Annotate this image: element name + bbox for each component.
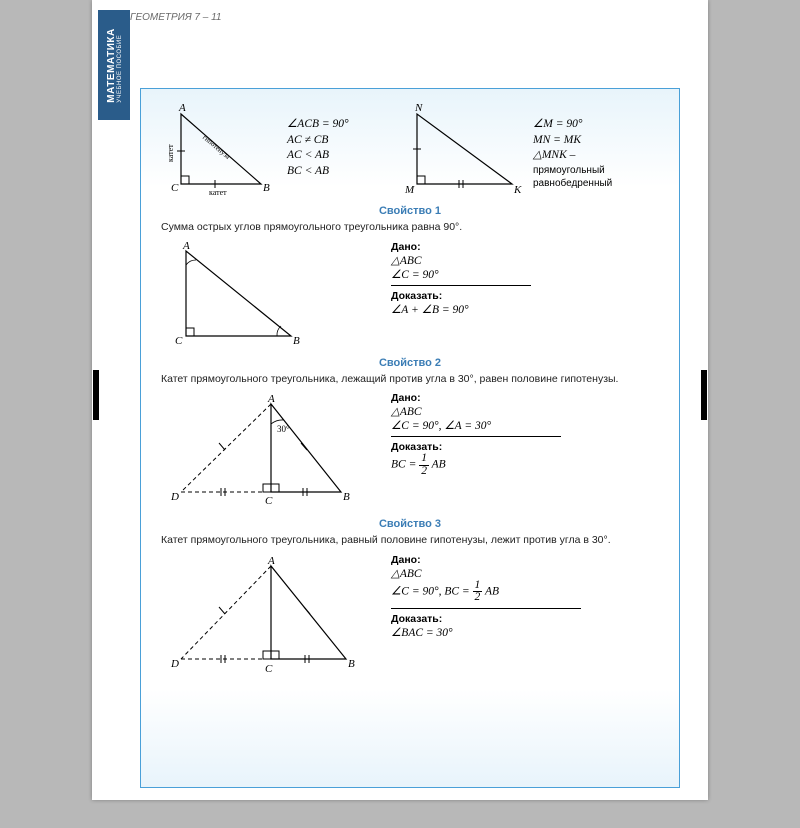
svg-text:B: B: [348, 658, 355, 670]
prop3-figure: A B C D: [161, 554, 391, 679]
subject-tab: МАТЕМАТИКА УЧЕБНОЕ ПОСОБИЕ: [98, 10, 130, 120]
prop2-statement: Катет прямоугольного треугольника, лежащ…: [161, 373, 659, 387]
svg-text:C: C: [265, 663, 273, 675]
svg-text:катет: катет: [209, 188, 227, 197]
divider: [391, 436, 561, 437]
prop1-header: Свойство 1: [161, 205, 659, 217]
subject-sub: УЧЕБНОЕ ПОСОБИЕ: [117, 28, 123, 103]
prop1-row: A C B Дано: △ABC ∠C = 90° Доказать: ∠A +…: [161, 241, 659, 351]
intro-fig-left: A C B катет катет гипотенуза: [161, 99, 281, 199]
prop2-header: Свойство 2: [161, 357, 659, 369]
prop1-statement: Сумма острых углов прямоугольного треуго…: [161, 221, 659, 235]
series-header: ГЕОМЕТРИЯ 7 – 11: [130, 12, 221, 23]
svg-text:K: K: [513, 184, 522, 196]
intro-right-relations: ∠M = 90° MN = МК △MNK – прямоугольный ра…: [527, 99, 659, 191]
binder-mark-left: [93, 370, 99, 420]
intro-left-relations: ∠ACB = 90° AC ≠ CB AC < AB BC < AB: [281, 99, 397, 179]
svg-text:A: A: [267, 555, 275, 567]
svg-text:катет: катет: [166, 144, 175, 162]
prop3-row: A B C D Дано: △ABC ∠C = 90°, BC = 12 AB …: [161, 554, 659, 679]
divider: [391, 608, 581, 609]
prop2-figure: 30° A B C D: [161, 392, 391, 512]
prop3-given2: ∠C = 90°, BC = 12 AB: [391, 580, 581, 604]
svg-text:N: N: [414, 102, 423, 114]
svg-text:C: C: [265, 495, 273, 507]
prop2-row: 30° A B C D Дано: △ABC ∠C = 90°, ∠A = 30…: [161, 392, 659, 512]
prop2-proof: Дано: △ABC ∠C = 90°, ∠A = 30° Доказать: …: [391, 392, 561, 477]
prop2-prove-eq: BC = 12 AB: [391, 453, 561, 477]
content-frame: A C B катет катет гипотенуза ∠ACB = 90° …: [140, 88, 680, 788]
binder-mark-right: [701, 370, 707, 420]
svg-text:D: D: [170, 658, 179, 670]
svg-text:A: A: [267, 393, 275, 405]
svg-text:гипотенуза: гипотенуза: [201, 133, 232, 161]
svg-text:B: B: [263, 182, 270, 194]
prop1-proof: Дано: △ABC ∠C = 90° Доказать: ∠A + ∠B = …: [391, 241, 531, 316]
prop1-figure: A C B: [161, 241, 391, 351]
svg-text:B: B: [293, 335, 300, 347]
svg-text:B: B: [343, 491, 350, 503]
svg-text:D: D: [170, 491, 179, 503]
prop3-header: Свойство 3: [161, 518, 659, 530]
divider: [391, 285, 531, 286]
prop3-proof: Дано: △ABC ∠C = 90°, BC = 12 AB Доказать…: [391, 554, 581, 639]
svg-text:30°: 30°: [277, 424, 290, 434]
prop3-statement: Катет прямоугольного треугольника, равны…: [161, 534, 659, 548]
svg-text:C: C: [171, 182, 179, 194]
svg-text:A: A: [178, 102, 186, 114]
subject-label: МАТЕМАТИКА: [106, 28, 117, 103]
svg-text:C: C: [175, 335, 183, 347]
intro-row: A C B катет катет гипотенуза ∠ACB = 90° …: [161, 99, 659, 199]
intro-fig-right: N M K: [397, 99, 527, 199]
svg-text:A: A: [182, 241, 190, 252]
svg-text:M: M: [404, 184, 415, 196]
